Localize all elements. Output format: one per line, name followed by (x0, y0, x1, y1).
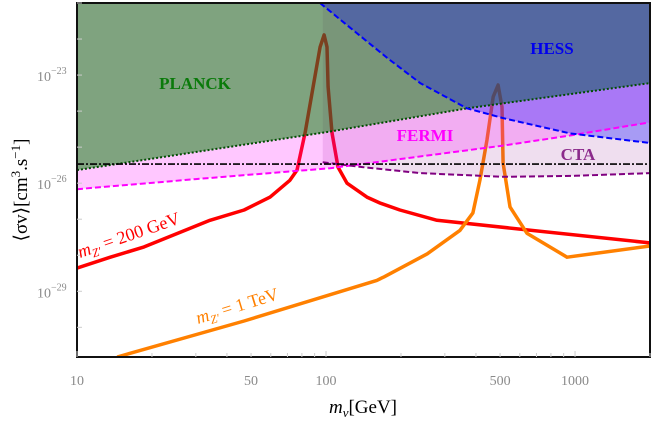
region-label-fermi: FERMI (397, 126, 454, 145)
plot-frame (76, 2, 651, 358)
y-tick-base: 10 (37, 70, 51, 85)
region-fill-hess (320, 3, 650, 143)
y-title-end: ] (11, 139, 32, 145)
y-title-mid: .s (11, 159, 32, 171)
region-boundary-cta (322, 161, 650, 178)
y-tick-exp: −26 (51, 174, 67, 185)
x-tick-label: 50 (244, 374, 258, 389)
x-tick-label: 1000 (561, 374, 589, 389)
y-tick-label: 10−29 (37, 282, 67, 301)
y-title-sup1: 3 (8, 171, 23, 178)
region-fill-planck (77, 3, 650, 171)
label-var: m (193, 305, 211, 328)
y-tick-base: 10 (37, 286, 51, 301)
region-label-hess: HESS (530, 39, 573, 58)
y-tick-exp: −23 (51, 66, 67, 77)
label-value: = 1 TeV (215, 284, 281, 322)
x-title-sub: ν (343, 405, 349, 420)
x-tick-label: 500 (490, 374, 511, 389)
excluded-regions (77, 3, 650, 190)
y-tick-base: 10 (37, 178, 51, 193)
region-boundary-planck (77, 82, 650, 172)
y-tick-label: 10−23 (37, 66, 67, 85)
region-boundary-fermi (77, 121, 650, 191)
region-label-cta: CTA (561, 145, 596, 164)
x-axis-title: mν[GeV] (329, 397, 397, 420)
x-title-unit: [GeV] (348, 397, 397, 418)
y-tick-label: 10−26 (37, 174, 67, 193)
x-tick-label: 10 (70, 374, 84, 389)
y-axis-title: ⟨σv⟩[cm3.s−1] (8, 139, 32, 242)
y-title-sup2: −1 (8, 145, 23, 159)
region-label-planck: PLANCK (159, 74, 232, 93)
label-var: m (75, 239, 94, 262)
y-tick-exp: −29 (51, 282, 67, 293)
label-sub: Z′ (208, 311, 221, 327)
y-title-text: ⟨σv⟩[cm (11, 177, 32, 241)
region-boundaries (77, 3, 650, 191)
region-boundary-hess (319, 3, 650, 144)
series-curve-1 (116, 83, 650, 357)
x-tick-label: 100 (316, 374, 337, 389)
x-title-var: m (329, 397, 343, 418)
